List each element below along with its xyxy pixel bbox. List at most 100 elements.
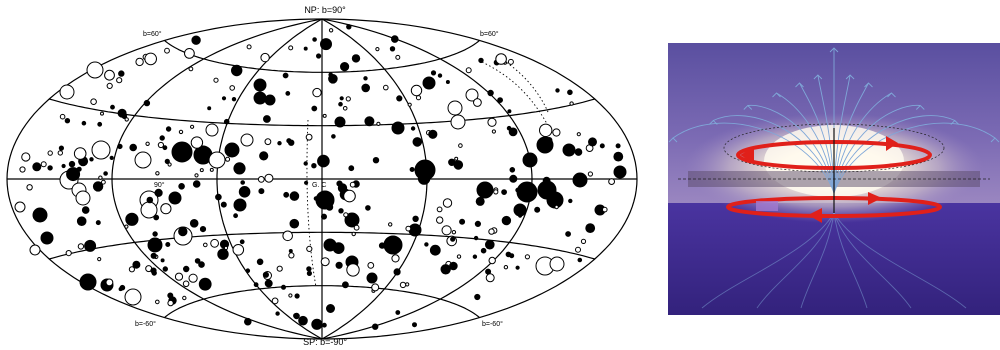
filled-source-marker — [32, 207, 48, 223]
filled-source-marker — [84, 239, 97, 252]
open-source-marker — [349, 181, 356, 188]
filled-source-marker — [239, 239, 245, 245]
filled-source-marker — [233, 162, 246, 175]
open-source-marker — [554, 204, 559, 210]
open-source-marker — [441, 225, 452, 236]
field-line-arrowhead — [915, 104, 925, 110]
filled-source-marker — [281, 284, 286, 290]
filled-source-marker — [501, 215, 512, 226]
open-source-marker — [507, 58, 514, 65]
filled-source-marker — [165, 126, 172, 132]
filled-source-marker — [473, 235, 479, 241]
filled-source-marker — [81, 120, 87, 126]
open-source-marker — [182, 295, 187, 301]
open-source-marker — [225, 156, 231, 162]
open-source-marker — [346, 263, 360, 277]
bm60-left-label: b=-60° — [135, 320, 156, 328]
filled-source-marker — [331, 134, 336, 139]
open-source-marker — [260, 52, 270, 63]
open-source-marker — [59, 113, 66, 120]
open-source-marker — [353, 224, 360, 231]
filled-source-marker — [509, 174, 518, 183]
filled-source-marker — [81, 206, 90, 214]
parallel-line — [164, 285, 480, 319]
filled-source-marker — [320, 38, 332, 51]
filled-source-marker — [231, 97, 237, 102]
filled-source-marker — [58, 145, 65, 151]
filled-source-marker — [568, 198, 573, 204]
field-line-arrowhead — [829, 47, 839, 53]
open-source-marker — [105, 278, 114, 287]
field-line-arrowhead — [813, 74, 823, 80]
filled-source-marker — [61, 163, 66, 169]
open-source-marker — [473, 98, 482, 107]
lower-field-line — [833, 212, 967, 309]
filled-source-marker — [542, 176, 551, 185]
filled-source-marker — [283, 191, 290, 198]
open-source-marker — [232, 244, 245, 256]
field-line-arrowhead — [708, 119, 718, 125]
filled-source-marker — [437, 73, 443, 78]
lower-field-line — [833, 212, 912, 309]
filled-source-marker — [515, 187, 520, 193]
filled-source-marker — [342, 281, 349, 289]
field-line-arrowhead — [668, 137, 678, 143]
open-source-marker — [213, 77, 219, 83]
filled-source-marker — [507, 109, 512, 114]
filled-source-marker — [303, 161, 308, 166]
filled-source-marker — [338, 101, 343, 107]
open-source-marker — [305, 133, 313, 141]
filled-source-marker — [613, 165, 627, 179]
open-source-marker — [343, 189, 356, 203]
filled-source-marker — [153, 214, 160, 221]
open-source-marker — [488, 228, 495, 235]
filled-source-marker — [194, 258, 201, 264]
open-source-marker — [86, 61, 104, 79]
field-line — [833, 105, 921, 194]
filled-source-marker — [429, 244, 441, 256]
filled-source-marker — [262, 271, 269, 278]
filled-source-marker — [159, 135, 165, 141]
open-source-marker — [144, 52, 157, 66]
filled-source-marker — [233, 198, 247, 212]
open-source-marker — [246, 44, 252, 50]
filled-source-marker — [332, 242, 345, 255]
filled-source-marker — [199, 226, 207, 233]
south-pole-label: SP: b=-90° — [303, 337, 347, 347]
filled-source-marker — [220, 201, 227, 208]
lower-field-line — [756, 212, 835, 309]
filled-source-marker — [393, 268, 401, 276]
open-source-marker — [106, 82, 113, 90]
field-line — [672, 122, 835, 194]
filled-source-marker — [233, 213, 239, 219]
filled-source-marker — [395, 310, 401, 315]
filled-source-marker — [168, 191, 182, 205]
filled-source-marker — [588, 137, 597, 147]
parallel-line — [49, 231, 595, 260]
lower-field-line — [800, 212, 835, 309]
filled-source-marker — [162, 266, 169, 272]
filled-source-marker — [567, 89, 573, 96]
open-source-marker — [59, 84, 75, 100]
open-source-marker — [229, 85, 235, 91]
filled-source-marker — [244, 317, 252, 326]
filled-source-marker — [285, 91, 291, 96]
filled-source-marker — [277, 141, 282, 146]
field-line — [833, 115, 955, 194]
filled-source-marker — [258, 188, 265, 195]
filled-source-marker — [391, 35, 399, 43]
open-source-marker — [100, 111, 104, 116]
field-line — [833, 82, 869, 194]
open-source-marker — [491, 129, 496, 134]
parallel-line — [164, 39, 480, 73]
filled-source-marker — [160, 258, 165, 263]
filled-source-marker — [412, 322, 417, 328]
l90-label: 90° — [154, 181, 165, 189]
filled-source-marker — [383, 235, 403, 255]
filled-source-marker — [146, 196, 154, 204]
filled-source-marker — [178, 226, 188, 237]
filled-source-marker — [217, 248, 229, 260]
filled-source-marker — [555, 88, 560, 93]
filled-source-marker — [245, 268, 251, 274]
filled-source-marker — [509, 167, 516, 173]
